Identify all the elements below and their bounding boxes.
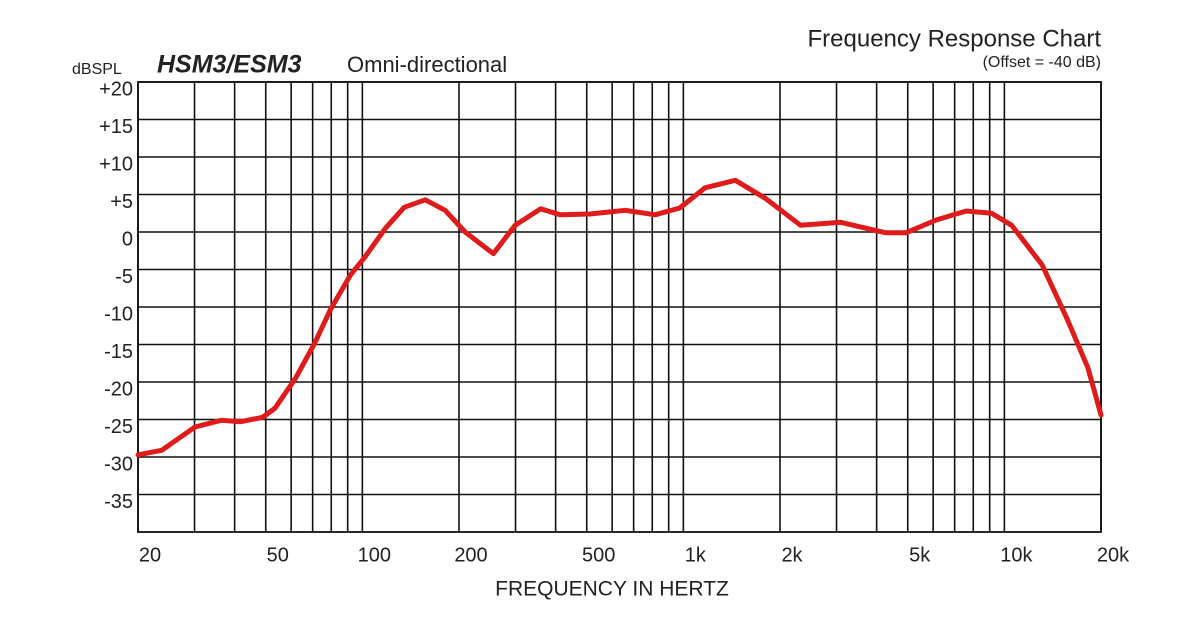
- x-tick-label: 20: [139, 544, 161, 566]
- y-tick-label: -15: [104, 341, 133, 363]
- x-tick-label: 100: [358, 544, 391, 566]
- y-tick-label: -25: [104, 416, 133, 438]
- pattern: Omni-directional: [347, 52, 507, 77]
- y-tick-label: +15: [99, 116, 133, 138]
- y-tick-label: -20: [104, 378, 133, 400]
- x-axis-label: FREQUENCY IN HERTZ: [495, 578, 729, 601]
- x-tick-label: 20k: [1097, 544, 1130, 566]
- y-tick-label: 0: [122, 228, 133, 250]
- x-tick-label: 200: [454, 544, 487, 566]
- x-tick-label: 500: [582, 544, 615, 566]
- y-tick-label: +10: [99, 153, 133, 175]
- response-curve: [135, 177, 1104, 458]
- x-tick-label: 1k: [685, 544, 707, 566]
- x-tick-label: 50: [267, 544, 289, 566]
- y-tick-label: -10: [104, 303, 133, 325]
- y-tick-label: -35: [104, 491, 133, 513]
- model-name: HSM3/ESM3: [157, 51, 302, 79]
- x-tick-label: 2k: [781, 544, 803, 566]
- y-tick-label: +5: [110, 191, 133, 213]
- y-tick-label: -30: [104, 453, 133, 475]
- y-tick-label: +20: [99, 78, 133, 100]
- x-tick-label: 10k: [1000, 544, 1033, 566]
- offset-note: (Offset = -40 dB): [983, 54, 1101, 71]
- x-tick-label: 5k: [909, 544, 931, 566]
- y-tick-label: -5: [115, 266, 133, 288]
- chart-title: Frequency Response Chart: [808, 25, 1102, 52]
- y-axis-label: dBSPL: [72, 61, 122, 78]
